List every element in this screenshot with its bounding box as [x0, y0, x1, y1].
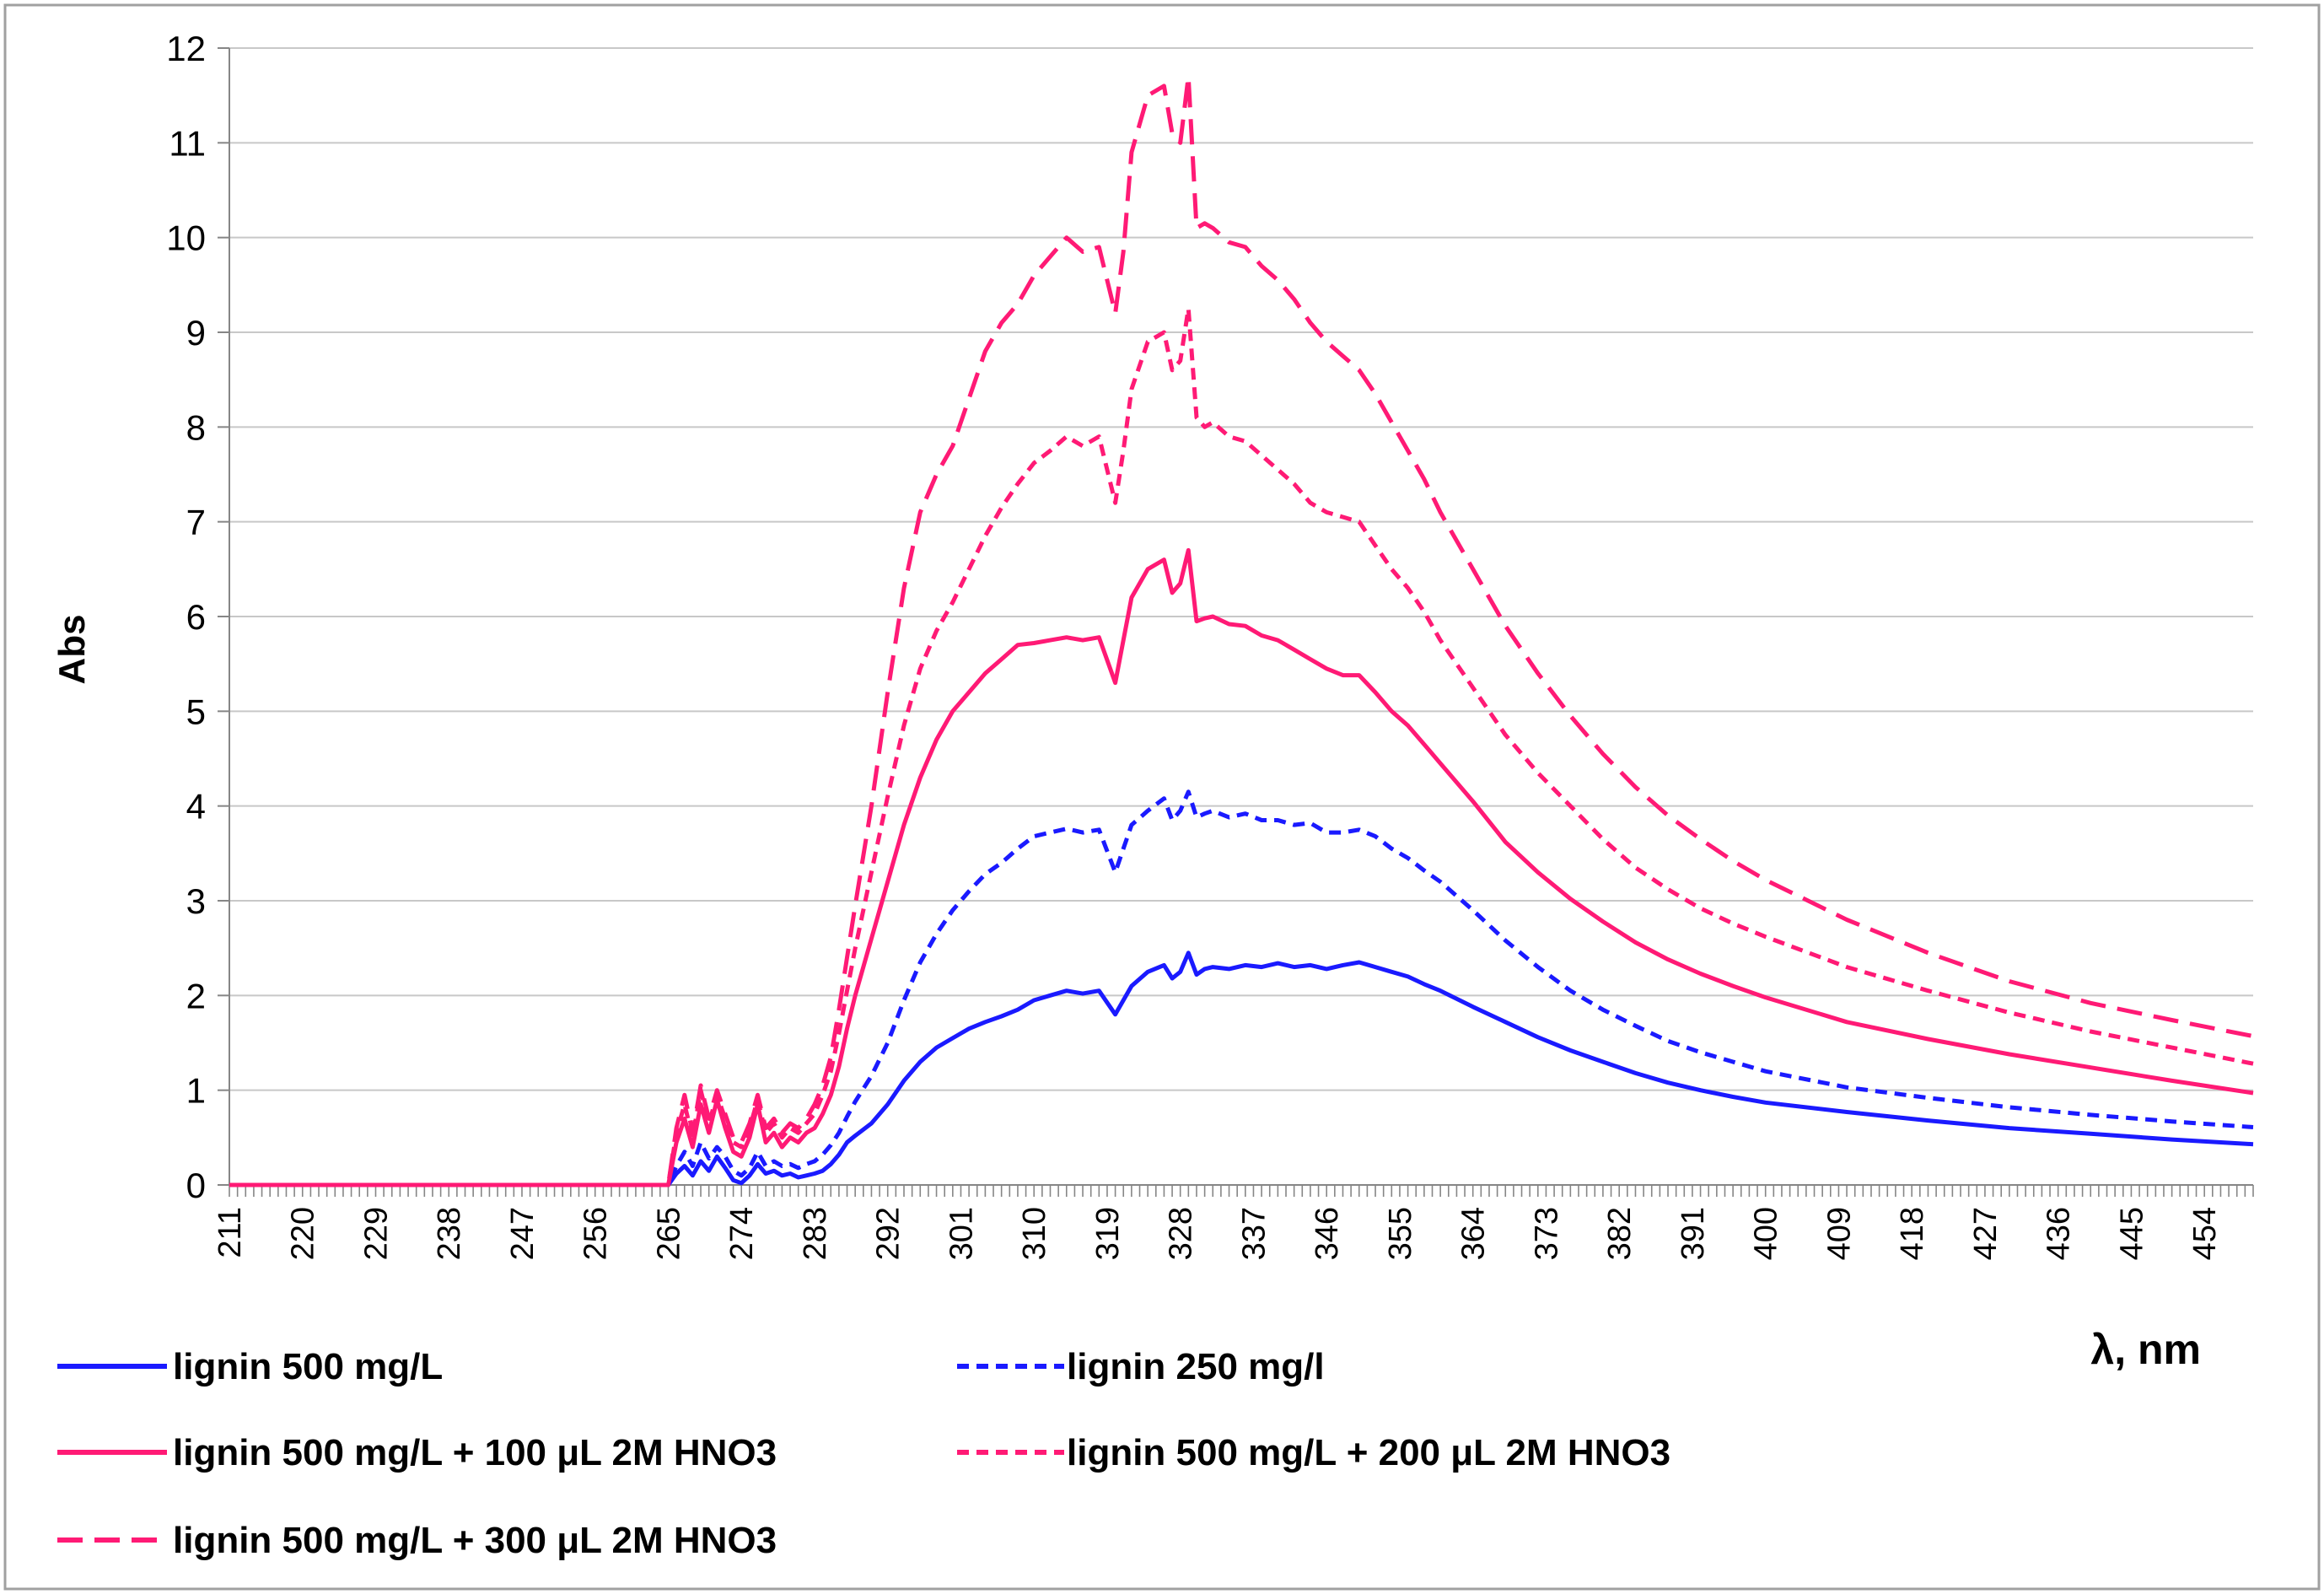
- y-tick-label: 7: [186, 503, 206, 542]
- y-axis-label: Abs: [51, 614, 93, 684]
- x-tick-label: 319: [1090, 1207, 1126, 1260]
- x-tick-label: 427: [1968, 1207, 2004, 1260]
- legend-label: lignin 500 mg/L: [173, 1346, 443, 1387]
- legend-label: lignin 250 mg/l: [1067, 1346, 1325, 1387]
- y-tick-label: 1: [186, 1071, 206, 1111]
- y-tick-label: 2: [186, 976, 206, 1015]
- x-tick-label: 409: [1821, 1207, 1857, 1260]
- x-tick-label: 346: [1310, 1207, 1345, 1260]
- x-tick-label: 283: [798, 1207, 833, 1260]
- x-tick-label: 274: [724, 1207, 760, 1260]
- legend-label: lignin 500 mg/L + 200 μL 2M HNO3: [1067, 1432, 1670, 1473]
- y-tick-label: 5: [186, 692, 206, 731]
- x-tick-label: 301: [944, 1207, 979, 1260]
- series-line-2: [229, 789, 2254, 1187]
- legend-item: lignin 500 mg/L + 200 μL 2M HNO3: [957, 1432, 1670, 1473]
- y-tick-label: 9: [186, 313, 206, 353]
- y-tick-label: 12: [166, 29, 206, 68]
- x-tick-label: 454: [2187, 1207, 2223, 1260]
- x-tick-label: 436: [2042, 1207, 2077, 1260]
- x-tick-label: 220: [286, 1207, 321, 1260]
- y-tick-label: 3: [186, 881, 206, 921]
- x-tick-label: 373: [1529, 1207, 1564, 1260]
- y-tick-label: 10: [166, 218, 206, 258]
- series-line-3: [229, 547, 2254, 1187]
- legend-item: lignin 500 mg/L + 100 μL 2M HNO3: [57, 1432, 777, 1473]
- y-tick-label: 11: [169, 123, 206, 163]
- x-tick-label: 382: [1602, 1207, 1638, 1260]
- series-line-5: [229, 74, 2254, 1187]
- chart-border: [3, 3, 2321, 1591]
- y-tick-label: 4: [186, 787, 206, 827]
- x-tick-label: 211: [212, 1207, 248, 1258]
- x-tick-label: 400: [1749, 1207, 1784, 1260]
- x-tick-label: 292: [871, 1207, 906, 1260]
- legend-item: lignin 500 mg/L: [57, 1346, 443, 1387]
- x-tick-label: 247: [505, 1207, 541, 1260]
- x-tick-label: 391: [1676, 1207, 1711, 1260]
- legend-label: lignin 500 mg/L + 300 μL 2M HNO3: [173, 1520, 777, 1561]
- x-tick-label: 265: [651, 1207, 686, 1260]
- gridlines: [229, 47, 2253, 1091]
- x-tick-label: 238: [432, 1207, 467, 1260]
- x-tick-label: 445: [2114, 1207, 2149, 1260]
- x-tick-label: 256: [578, 1207, 614, 1260]
- x-tick-label: 337: [1236, 1207, 1272, 1260]
- series-line-1: [229, 950, 2254, 1187]
- x-tick-label: 328: [1164, 1207, 1199, 1260]
- legend-label: lignin 500 mg/L + 100 μL 2M HNO3: [173, 1432, 777, 1473]
- x-axis: 211 220 229 238 247 256 265 274 283 292 301 310 319 3…: [212, 1184, 2254, 1260]
- x-tick-label: 418: [1895, 1207, 1930, 1260]
- x-tick-label: 310: [1017, 1207, 1052, 1260]
- legend-item: lignin 500 mg/L + 300 μL 2M HNO3: [57, 1520, 777, 1561]
- legend-item: lignin 250 mg/l: [957, 1346, 1325, 1387]
- legend: lignin 500 mg/L lignin 250 mg/l lignin 5…: [57, 1346, 1670, 1561]
- plot-area: [229, 74, 2254, 1187]
- x-tick-label: 229: [358, 1207, 394, 1260]
- series-line-4: [229, 306, 2254, 1187]
- x-axis-label: λ, nm: [2090, 1326, 2201, 1373]
- x-tick-label: 355: [1383, 1207, 1418, 1260]
- y-tick-label: 8: [186, 407, 206, 447]
- x-tick-label: 364: [1456, 1207, 1492, 1260]
- y-tick-label: 0: [186, 1166, 206, 1205]
- y-tick-label: 6: [186, 597, 206, 637]
